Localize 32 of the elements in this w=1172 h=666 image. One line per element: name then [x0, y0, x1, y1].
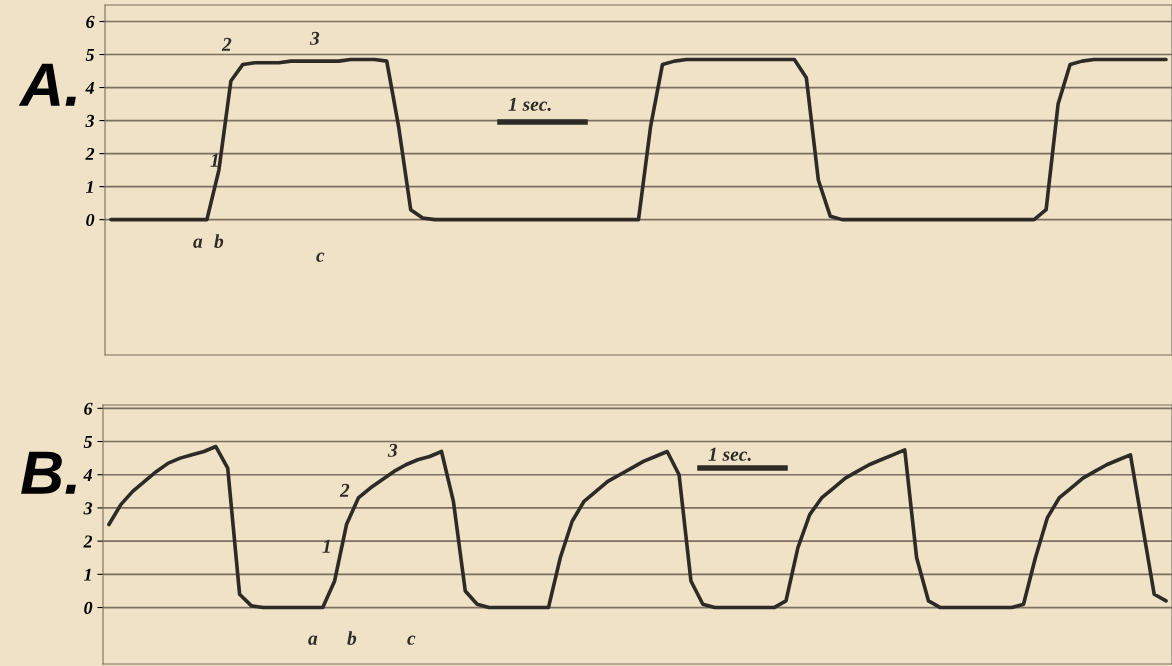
line-series: [109, 57, 1168, 222]
y-tick-label: 1: [85, 180, 93, 193]
annotation: a: [308, 635, 318, 645]
annotation: 1: [210, 153, 218, 167]
annotation: 1 sec.: [708, 447, 751, 461]
y-tick-label: 3: [83, 502, 93, 515]
annotation: c: [316, 252, 325, 262]
annotation: b: [347, 631, 357, 645]
annotation: 1 sec.: [508, 97, 551, 111]
annotation: c: [407, 635, 416, 645]
y-tick-label: 6: [86, 15, 95, 28]
y-tick-label: 5: [85, 48, 95, 61]
y-tick-label: 4: [85, 81, 95, 94]
y-tick-label: 1: [83, 568, 91, 581]
annotation: a: [193, 238, 203, 248]
annotation: 2: [221, 37, 232, 51]
text: B.: [21, 451, 76, 494]
y-tick-label: 0: [86, 213, 95, 227]
y-tick-label: 0: [84, 601, 93, 614]
y-tick-label: 5: [83, 435, 93, 448]
annotation: 1: [322, 539, 330, 553]
annotation: 3: [387, 443, 398, 457]
y-tick-label: 2: [85, 147, 95, 160]
y-tick-label: 6: [84, 402, 93, 415]
text: A.: [18, 63, 76, 106]
line-series: [107, 444, 1168, 610]
y-tick-label: 3: [85, 114, 95, 128]
y-tick-label: 2: [83, 535, 93, 548]
y-tick-label: 4: [83, 469, 93, 481]
annotation: 2: [339, 483, 350, 497]
annotation: b: [214, 234, 224, 248]
annotation: 3: [309, 31, 320, 45]
